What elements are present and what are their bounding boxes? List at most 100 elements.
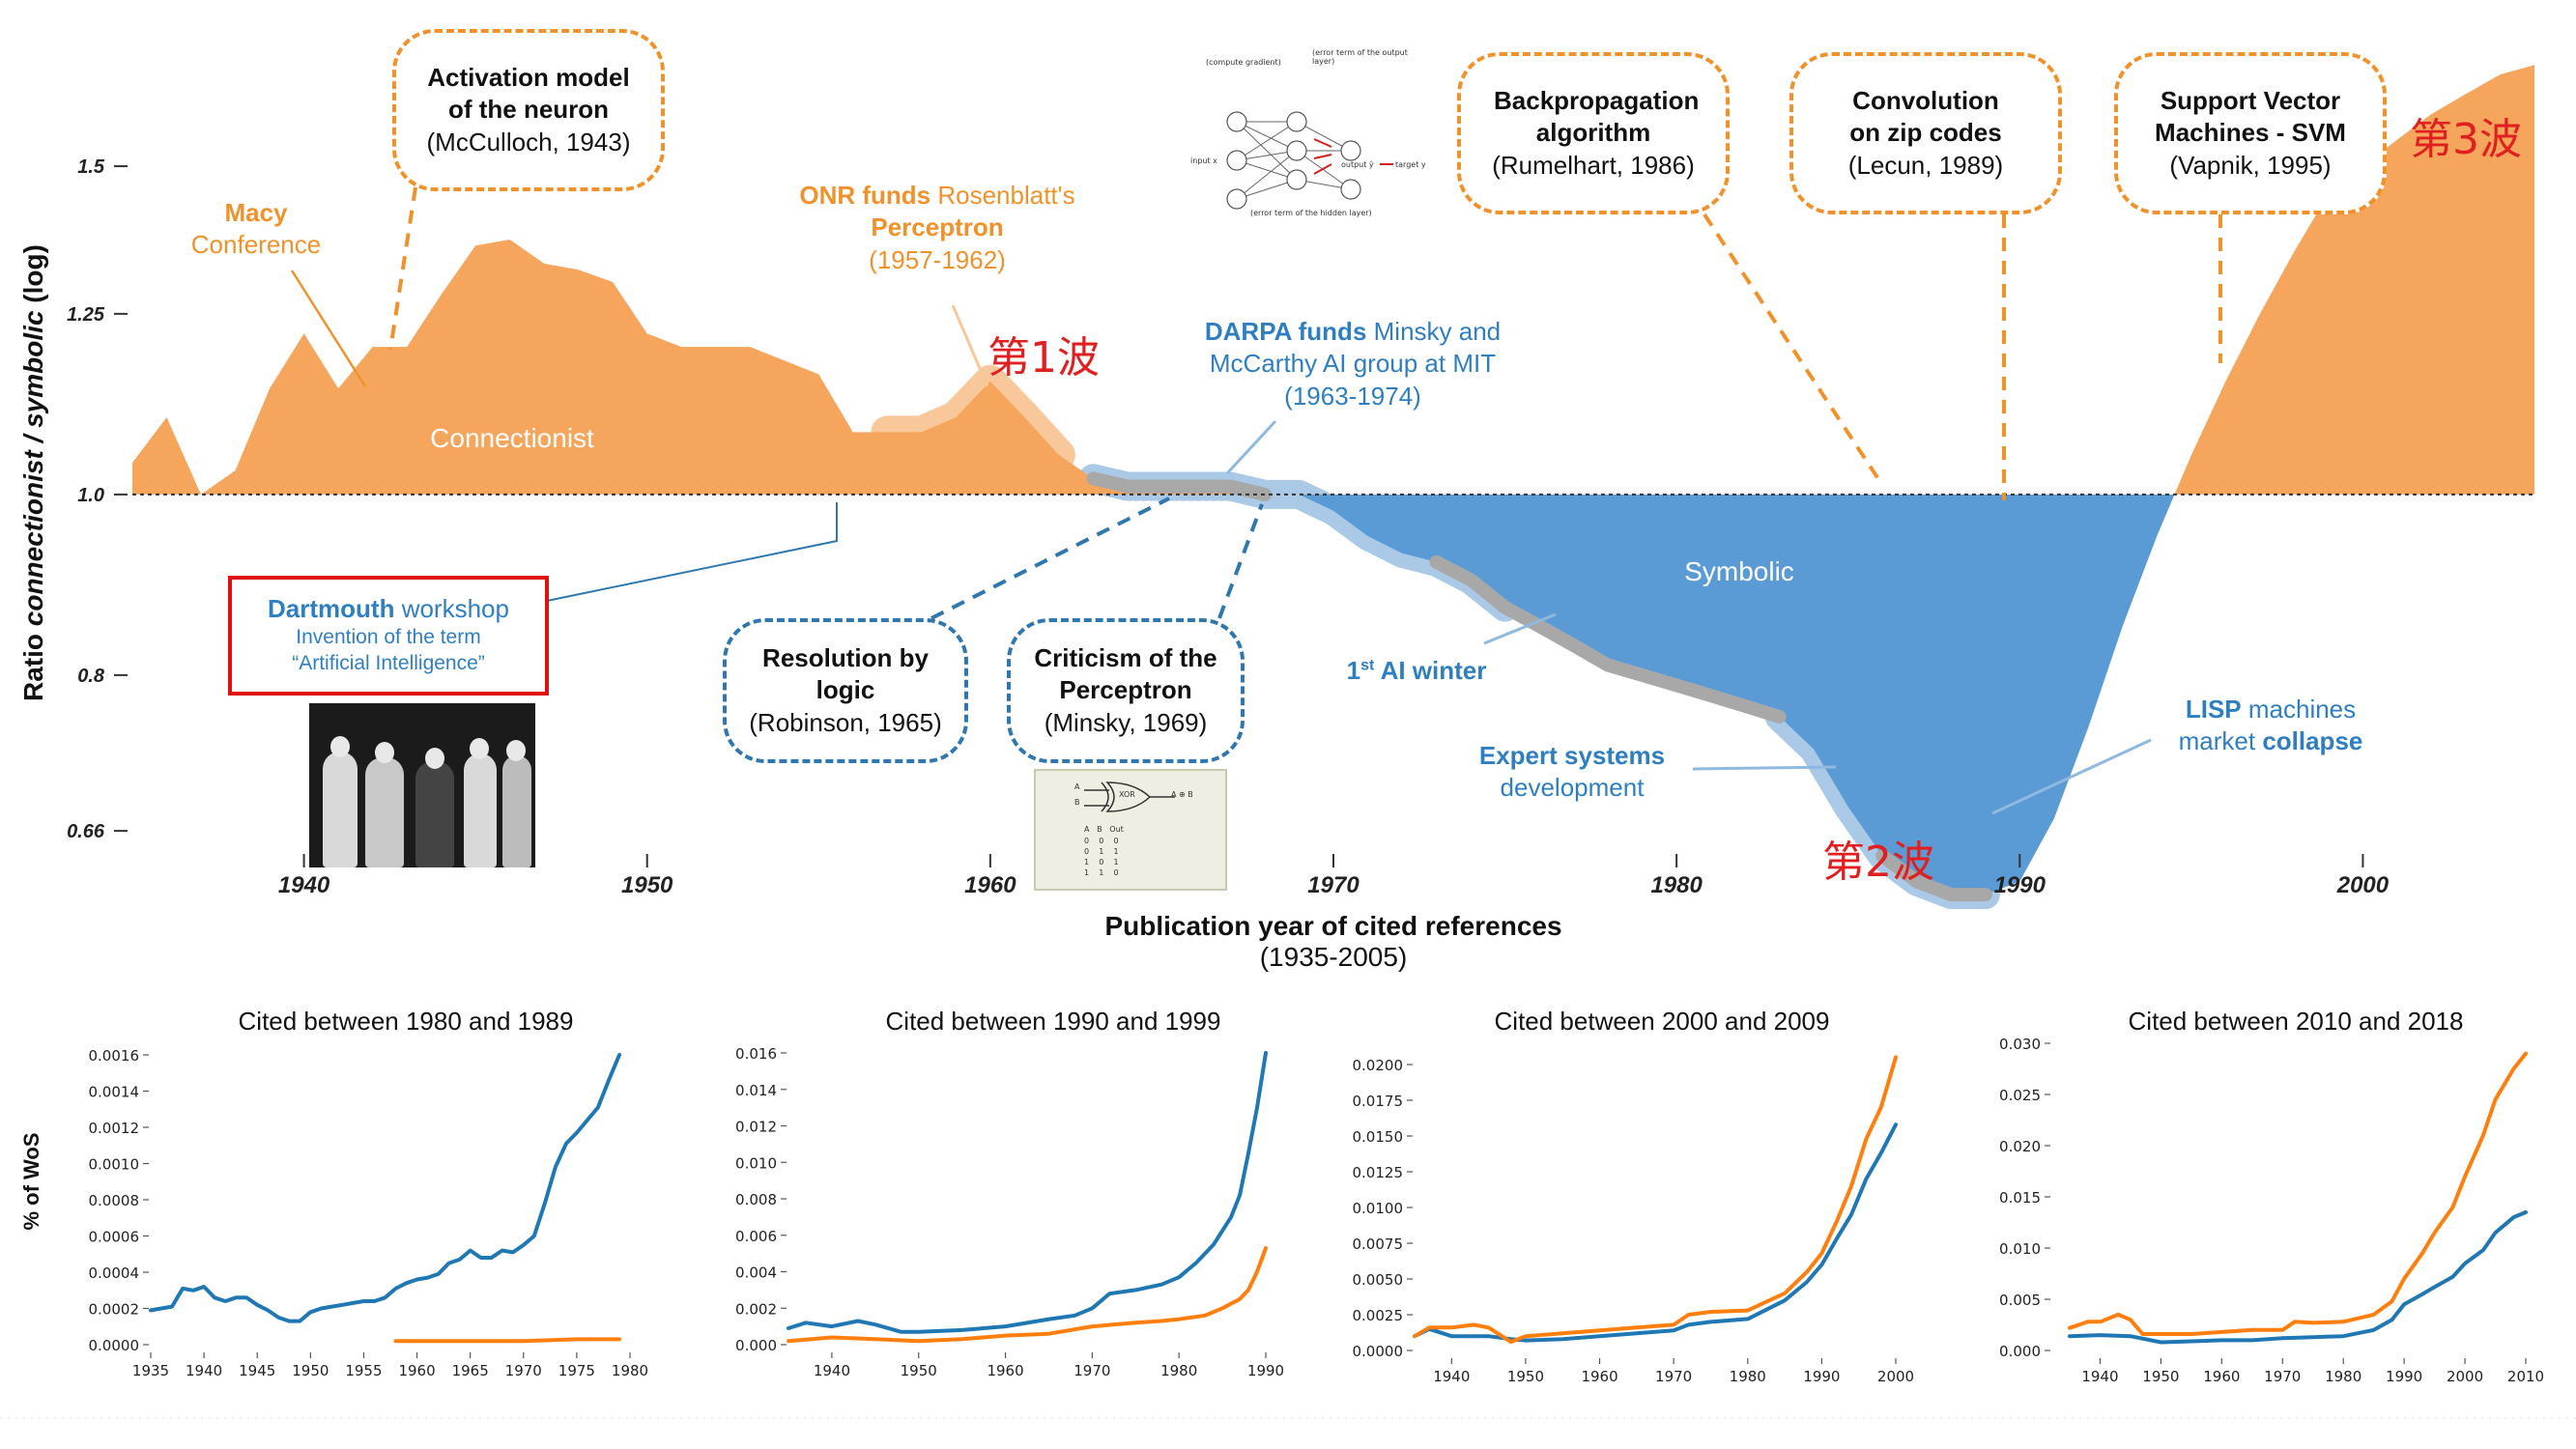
svm-cite: (Vapnik, 1995)	[2169, 150, 2332, 180]
expert-bold: Expert systems	[1478, 741, 1666, 770]
subchart-y-tick-label: 0.025	[1999, 1087, 2041, 1104]
lisp-bold: LISP	[2185, 695, 2242, 724]
subchart-y-tick-label: 0.0000	[89, 1337, 140, 1354]
photo-head	[330, 736, 350, 757]
photo-person	[323, 752, 358, 867]
dartmouth-leader	[546, 502, 838, 602]
subchart-y-tick-label: 0.0050	[1353, 1271, 1404, 1289]
macy-line1: Macy	[224, 198, 288, 227]
xor-row: 0 0 0	[1084, 837, 1119, 845]
subchart-x-tick-label: 1950	[2142, 1368, 2179, 1385]
subchart-3: 0.0000 0.0025 0.0050 0.0075 0.0100 0.0125 0.01…	[1353, 1055, 1914, 1385]
dartmouth-rest: workshop	[394, 594, 509, 623]
lecun-annotation-box: Convolution on zip codes (Lecun, 1989)	[1789, 52, 2062, 214]
subchart-y-tick-label: 0.0125	[1353, 1164, 1404, 1181]
subchart-series-line	[787, 1051, 1268, 1334]
xor-gate-icon	[1084, 781, 1175, 812]
nn-bottom-label: (error term of the hidden layer)	[1250, 209, 1372, 217]
subchart-y-tick-label: 0.0175	[1353, 1093, 1404, 1110]
main-x-tick-label: 1940	[278, 872, 330, 898]
subchart-series-line	[787, 1246, 1268, 1344]
darpa-rest: Minsky and	[1366, 317, 1502, 346]
dartmouth-annotation-box: Dartmouth workshop Invention of the term…	[228, 576, 549, 696]
darpa-line3: (1963-1974)	[1284, 381, 1421, 411]
lecun-title: Convolution on zip codes	[1849, 86, 2002, 148]
subchart-y-tick-label: 0.002	[735, 1300, 777, 1318]
photo-head	[375, 742, 394, 763]
photo-person	[464, 753, 497, 867]
onr-annotation: ONR funds Rosenblatt's Perceptron (1957-…	[773, 180, 1102, 276]
subchart-x-tick-label: 1970	[2264, 1368, 2301, 1385]
xor-h-out: Out	[1109, 825, 1124, 834]
subchart-4-title: Cited between 2010 and 2018	[2128, 1007, 2464, 1036]
xor-row: 1 0 1	[1084, 858, 1119, 867]
robinson-annotation-box: Resolution by logic (Robinson, 1965)	[723, 618, 968, 763]
subchart-x-tick-label: 1990	[1247, 1362, 1284, 1379]
svm-title: Support Vector Machines - SVM	[2155, 86, 2346, 148]
robinson-cite: (Robinson, 1965)	[749, 707, 942, 737]
subchart-y-tick-label: 0.0150	[1353, 1128, 1404, 1146]
photo-person	[415, 761, 454, 867]
robinson-leader	[930, 497, 1170, 620]
subchart-x-tick-label: 1970	[1073, 1362, 1110, 1379]
subchart-1: 0.0000 0.0002 0.0004 0.0006 0.0008 0.0010 0.00…	[89, 1047, 649, 1379]
subchart-x-tick-label: 1960	[987, 1362, 1023, 1379]
ai-winter-annotation: 1st AI winter	[1330, 655, 1503, 687]
winter-sup: st	[1360, 657, 1375, 674]
nn-target-label: target y	[1395, 160, 1426, 169]
subchart-y-tick-label: 0.0000	[1353, 1343, 1404, 1360]
subchart-x-tick-label: 2000	[1877, 1368, 1914, 1385]
wave1-label: 第1波	[987, 333, 1100, 383]
subchart-x-tick-label: 1980	[2325, 1368, 2361, 1385]
onr-rest: Rosenblatt's	[930, 181, 1075, 210]
annotation-leader-lines	[290, 186, 2222, 815]
xor-cell: 0	[1084, 847, 1090, 856]
mcculloch-annotation-box: Activation model of the neuron (McCulloc…	[392, 29, 665, 191]
xor-input-a: A	[1074, 782, 1080, 791]
onr-bold: ONR funds	[799, 181, 931, 210]
subchart-y-tick-label: 0.0008	[89, 1192, 140, 1209]
subchart-y-tick-label: 0.030	[1999, 1036, 2041, 1053]
macy-line2: Conference	[190, 230, 322, 260]
lisp-rest: machines	[2241, 695, 2357, 724]
subchart-x-tick-label: 1970	[1655, 1368, 1692, 1385]
subchart-x-tick-label: 1980	[612, 1362, 648, 1379]
subchart-y-tick-label: 0.014	[735, 1082, 777, 1099]
xor-cell: 0	[1084, 837, 1090, 845]
main-x-tick-label: 1980	[1650, 872, 1703, 898]
expert-systems-annotation: Expert systems development	[1451, 740, 1693, 805]
subchart-y-tick-label: 0.020	[1999, 1138, 2041, 1155]
subcharts: 0.0000 0.0002 0.0004 0.0006 0.0008 0.0010 0.00…	[0, 1036, 2576, 1419]
xor-cell: 0	[1113, 837, 1119, 845]
lisp-leader	[1991, 738, 2152, 815]
main-x-axis-title: Publication year of cited references	[1104, 911, 1562, 941]
nn-input-label: input x	[1190, 156, 1217, 165]
backprop-leader	[1703, 213, 1884, 487]
subchart-y-tick-label: 0.000	[735, 1337, 777, 1354]
main-y-tick-label: 1.5	[77, 156, 105, 178]
subchart-y-tick-label: 0.010	[735, 1154, 777, 1172]
darpa-line2: McCarthy AI group at MIT	[1209, 349, 1497, 379]
xor-cell: 0	[1099, 837, 1104, 845]
photo-head	[506, 740, 526, 761]
subchart-3-title: Cited between 2000 and 2009	[1494, 1007, 1830, 1036]
dartmouth-line2: Invention of the term	[296, 626, 481, 649]
nn-grad-label: (compute gradient)	[1206, 58, 1281, 67]
subchart-x-tick-label: 1960	[398, 1362, 435, 1379]
wave3-label: 第3波	[2410, 115, 2522, 164]
subchart-y-tick-label: 0.004	[735, 1264, 777, 1282]
winter-pre: 1	[1346, 656, 1361, 685]
main-x-tick-label: 2000	[2336, 872, 2390, 898]
subchart-y-tick-label: 0.000	[1999, 1343, 2041, 1360]
nn-output-label: output ŷ	[1341, 160, 1374, 169]
subchart-x-tick-label: 1955	[345, 1362, 382, 1379]
symbolic-region-label: Symbolic	[1684, 556, 1794, 586]
darpa-gray-band	[1086, 471, 1272, 501]
mcculloch-cite: (McCulloch, 1943)	[426, 127, 631, 156]
subchart-x-tick-label: 1990	[1803, 1368, 1840, 1385]
xor-h-b: B	[1097, 825, 1102, 834]
main-y-axis-label: Ratio connectionist / symbolic (log)	[18, 244, 48, 701]
nn-top-label: (error term of the output layer)	[1312, 48, 1408, 66]
lisp-line2: market	[2178, 726, 2263, 756]
xor-row: 0 1 1	[1084, 847, 1119, 856]
